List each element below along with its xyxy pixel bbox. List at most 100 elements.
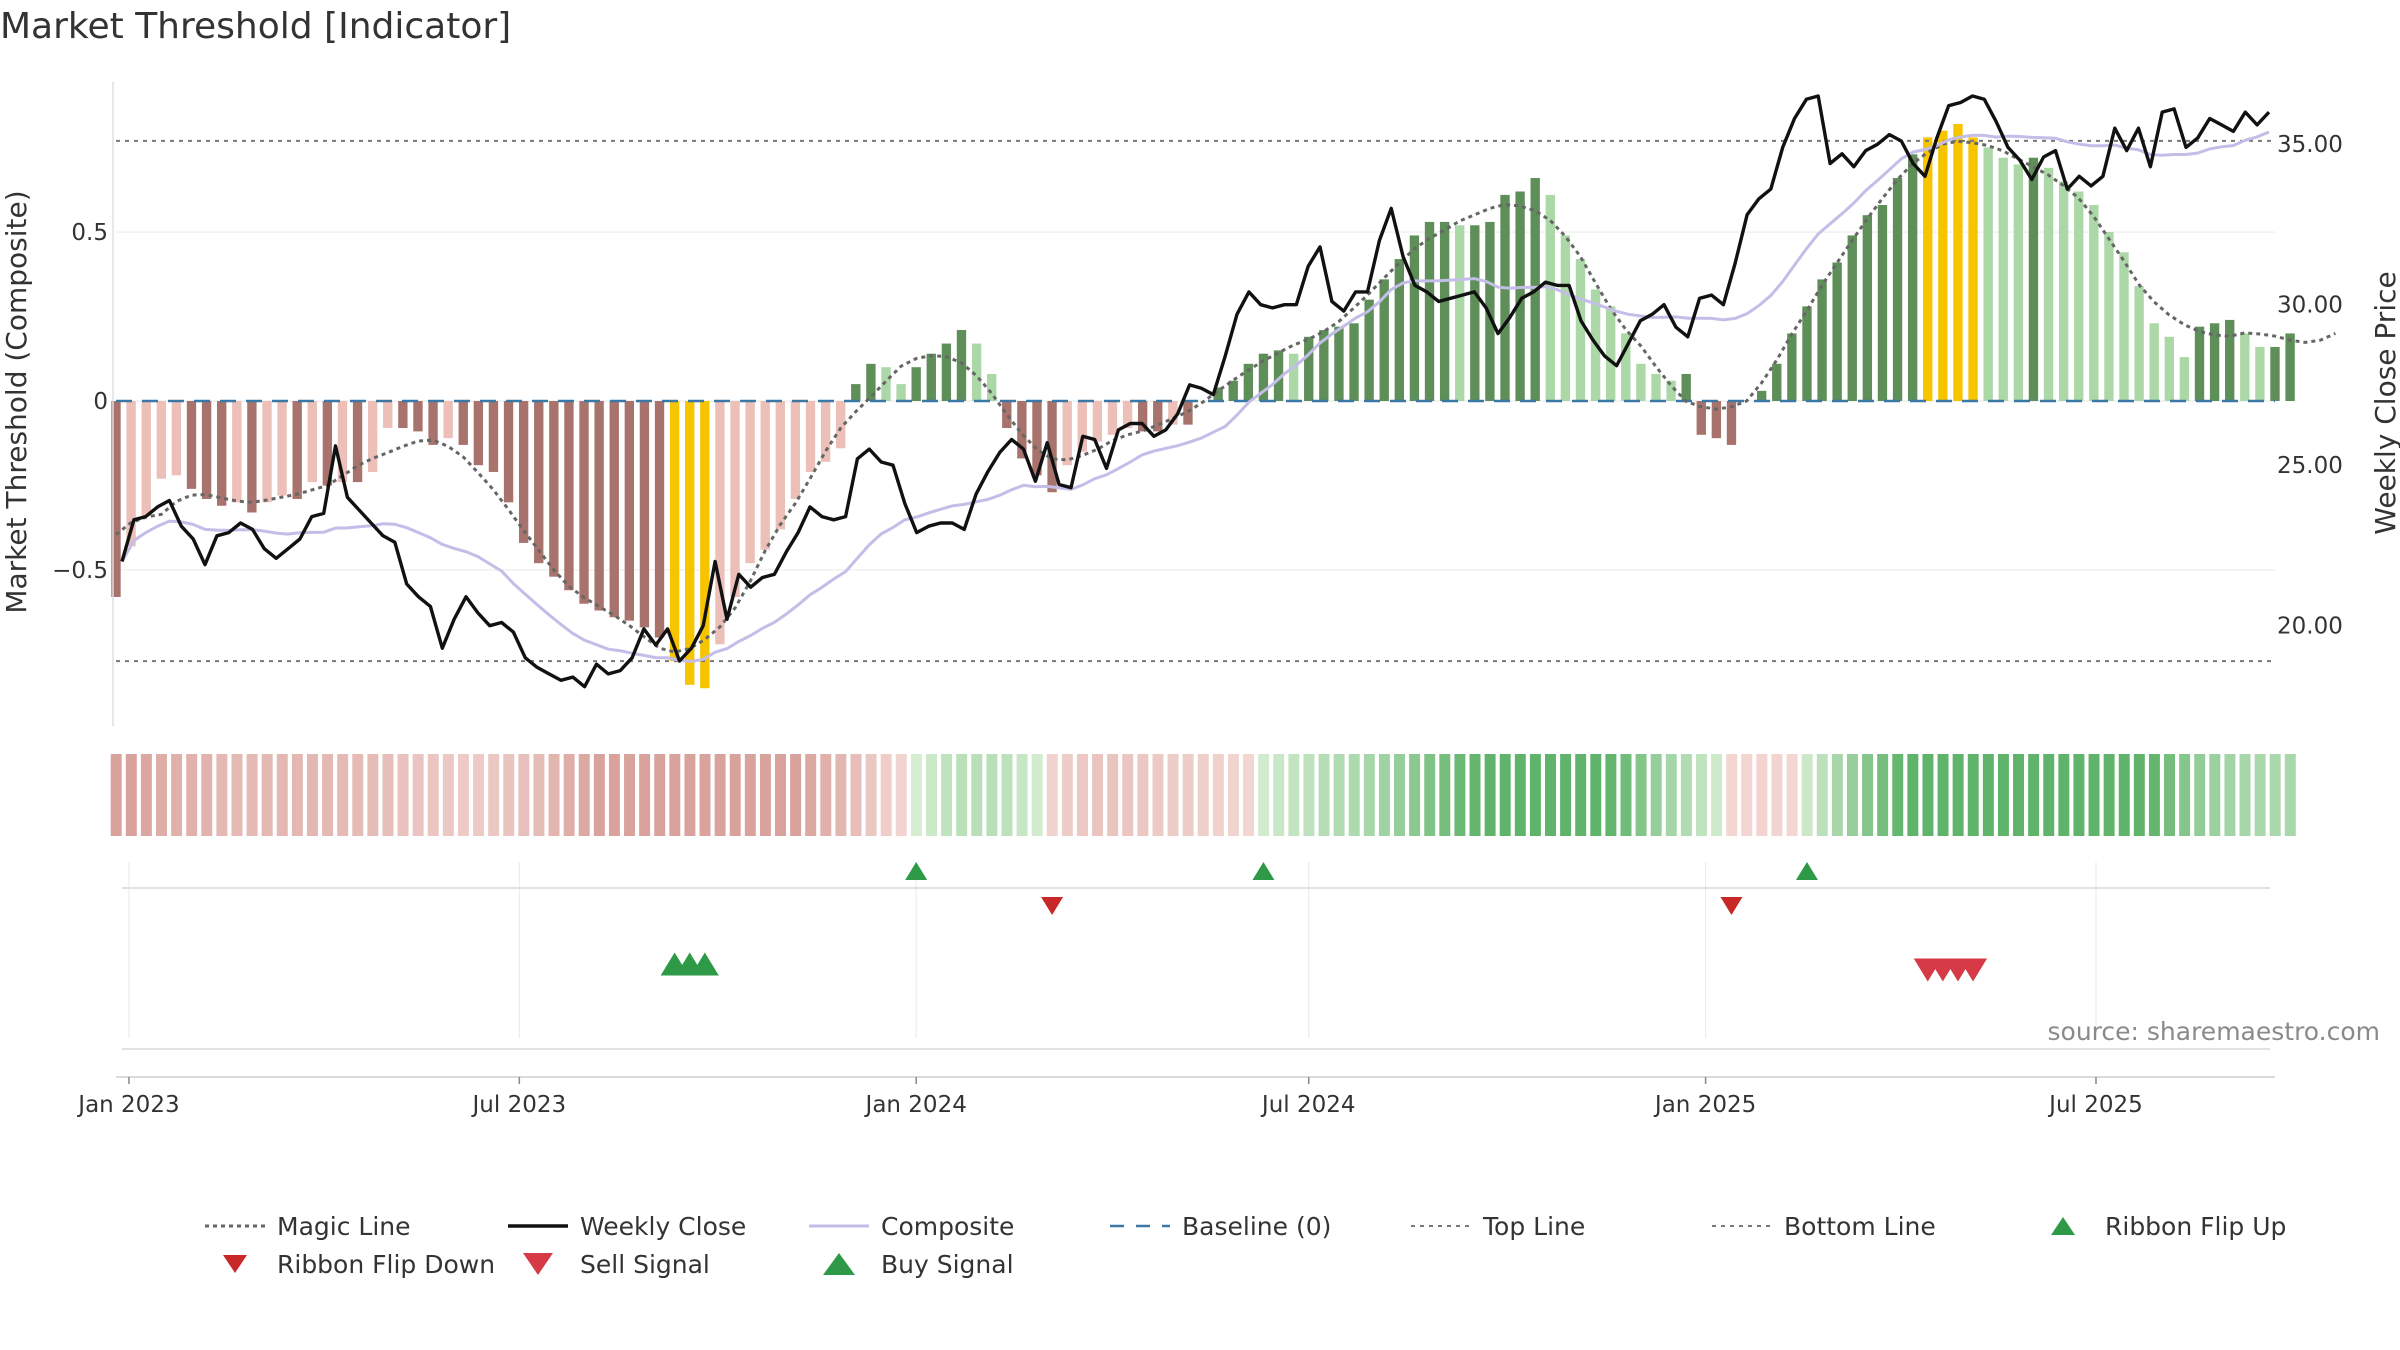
ribbon-cell bbox=[1469, 754, 1481, 836]
composite-bar bbox=[1047, 401, 1057, 493]
ribbon-cell bbox=[427, 754, 439, 836]
ribbon-cell bbox=[941, 754, 953, 836]
weekly-close-line bbox=[120, 94, 2271, 689]
composite-bar bbox=[1636, 363, 1646, 401]
ribbon-cell bbox=[2088, 754, 2100, 836]
sell-signal-marker bbox=[1959, 958, 1988, 982]
ribbon-flip-down-marker bbox=[1041, 896, 1064, 916]
composite-bar bbox=[579, 401, 589, 604]
composite-bar bbox=[1319, 330, 1329, 401]
ribbon-cell bbox=[442, 754, 454, 836]
ribbon-cell bbox=[1424, 754, 1436, 836]
ribbon-cell bbox=[1695, 754, 1707, 836]
ribbon-cell bbox=[186, 754, 198, 836]
composite-bar bbox=[1183, 401, 1193, 425]
legend-buy-swatch bbox=[823, 1253, 855, 1275]
legend-label: Magic Line bbox=[277, 1212, 411, 1241]
ribbon-cell bbox=[2209, 754, 2221, 836]
composite-bar bbox=[2134, 286, 2144, 401]
ribbon-cell bbox=[1892, 754, 1904, 836]
composite-bar bbox=[232, 401, 242, 503]
composite-bar bbox=[111, 401, 121, 597]
ribbon-cell bbox=[2179, 754, 2191, 836]
composite-bar bbox=[1485, 221, 1495, 401]
legend-label: Ribbon Flip Down bbox=[277, 1250, 495, 1279]
composite-bar bbox=[458, 401, 468, 445]
composite-bar bbox=[971, 343, 982, 401]
ribbon-cell bbox=[1831, 754, 1843, 836]
ribbon-flip-up-marker bbox=[905, 861, 928, 881]
ribbon-cell bbox=[1439, 754, 1451, 836]
composite-bar bbox=[654, 401, 665, 638]
composite-bar bbox=[1998, 157, 2008, 401]
composite-bar bbox=[171, 401, 182, 476]
composite-bar bbox=[1137, 401, 1148, 432]
ribbon-cell bbox=[956, 754, 968, 836]
composite-bar bbox=[1424, 221, 1435, 401]
composite-bar bbox=[352, 401, 363, 483]
ribbon-cell bbox=[910, 754, 922, 836]
ribbon-cell bbox=[2284, 754, 2296, 836]
ribbon-cell bbox=[156, 754, 167, 836]
composite-bar bbox=[986, 373, 997, 401]
composite-bar bbox=[217, 401, 227, 506]
ribbon-cell bbox=[2164, 754, 2175, 836]
composite-bar bbox=[398, 401, 408, 429]
composite-bar bbox=[1983, 147, 1993, 401]
ribbon-cell bbox=[593, 754, 605, 836]
ribbon-cell bbox=[2148, 754, 2160, 836]
ribbon-cell bbox=[1771, 754, 1783, 836]
composite-bar bbox=[2119, 252, 2129, 401]
composite-bar bbox=[866, 363, 876, 401]
ribbon-cell bbox=[1001, 754, 1013, 836]
composite-bar bbox=[1213, 387, 1223, 401]
ribbon-cell bbox=[2058, 754, 2070, 836]
composite-bar bbox=[1017, 401, 1027, 459]
ribbon-cell bbox=[1363, 754, 1375, 836]
ribbon-cell bbox=[1212, 754, 1224, 836]
composite-bar bbox=[2058, 181, 2069, 401]
ribbon-cell bbox=[291, 754, 303, 836]
composite-bar bbox=[2209, 323, 2220, 401]
composite-bar bbox=[1817, 279, 1827, 401]
composite-bar bbox=[1575, 259, 1586, 401]
y-axis-title: Market Threshold (Composite) bbox=[0, 190, 33, 613]
ribbon-cell bbox=[1046, 754, 1058, 836]
x-tick-label: Jul 2023 bbox=[471, 1092, 567, 1118]
ribbon-cell bbox=[261, 754, 273, 836]
axes-layer: 0.5 0 −0.5 35.00 30.00 25.00 20.00 Market Thres… bbox=[0, 82, 2400, 1118]
ribbon-cell bbox=[1167, 754, 1179, 836]
composite-bar bbox=[1379, 279, 1389, 401]
ribbon-cell bbox=[518, 754, 530, 836]
ribbon-cell bbox=[1092, 754, 1104, 836]
x-tick-label: Jul 2025 bbox=[2047, 1092, 2143, 1118]
legend-label: Top Line bbox=[1482, 1212, 1585, 1241]
composite-bar bbox=[911, 367, 921, 401]
legend-label: Baseline (0) bbox=[1182, 1212, 1331, 1241]
composite-bar bbox=[685, 401, 695, 685]
y2-tick-label: 25.00 bbox=[2277, 453, 2343, 479]
ribbon-cell bbox=[352, 754, 364, 836]
ribbon-cell bbox=[2103, 754, 2115, 836]
ribbon-cell bbox=[1258, 754, 1270, 836]
composite-line bbox=[120, 130, 2270, 663]
ribbon-cell bbox=[1635, 754, 1647, 836]
composite-bar bbox=[2013, 164, 2024, 401]
composite-bar bbox=[443, 401, 453, 439]
composite-bar bbox=[1394, 259, 1405, 401]
y-tick-label: 0 bbox=[93, 389, 108, 415]
composite-bar bbox=[851, 384, 861, 401]
ribbon-cell bbox=[216, 754, 228, 836]
composite-bar bbox=[1772, 363, 1782, 401]
ribbon-cell bbox=[1922, 754, 1934, 836]
ribbon-cell bbox=[412, 754, 424, 836]
ribbon-cell bbox=[1575, 754, 1587, 836]
ribbon-cell bbox=[775, 754, 786, 836]
ribbon-cell bbox=[835, 754, 847, 836]
composite-bar bbox=[473, 401, 484, 466]
ribbon-cell bbox=[1107, 754, 1119, 836]
ribbon-cell bbox=[759, 754, 771, 836]
composite-bar bbox=[1907, 154, 1918, 401]
composite-bar bbox=[775, 401, 785, 530]
composite-bar bbox=[1711, 401, 1722, 439]
